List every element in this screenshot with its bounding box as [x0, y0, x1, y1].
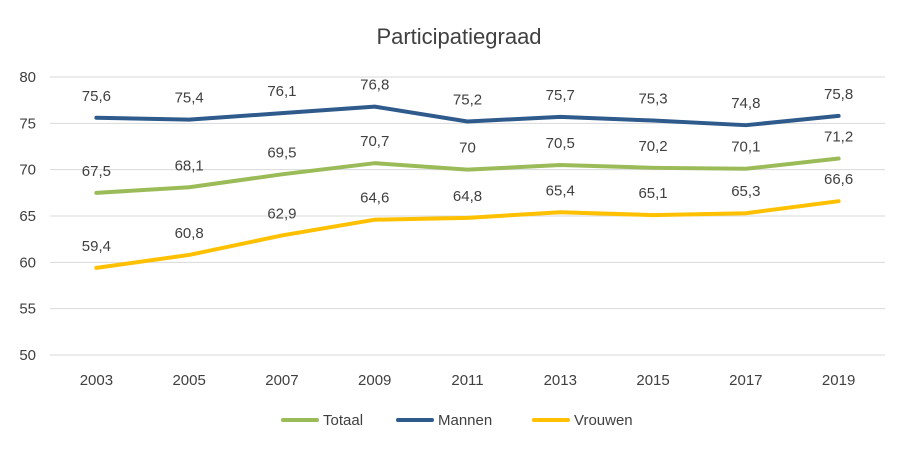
data-label: 70 — [459, 140, 476, 157]
data-label: 64,6 — [360, 190, 389, 207]
x-tick-label: 2011 — [451, 372, 483, 389]
x-tick-label: 2003 — [80, 372, 113, 389]
legend: Totaal Mannen Vrouwen — [281, 412, 633, 429]
series-line-totaal — [94, 156, 841, 195]
x-tick-label: 2005 — [172, 372, 205, 389]
data-label: 74,8 — [731, 95, 760, 112]
data-label: 59,4 — [82, 238, 111, 255]
y-tick-label: 55 — [19, 301, 36, 318]
legend-label: Vrouwen — [574, 412, 633, 429]
chart-title: Participatiegraad — [376, 24, 541, 49]
data-label: 75,2 — [453, 91, 482, 108]
data-label: 65,4 — [546, 182, 575, 199]
data-label: 75,6 — [82, 88, 111, 105]
y-tick-label: 60 — [19, 254, 36, 271]
data-label: 71,2 — [824, 129, 853, 146]
y-tick-label: 80 — [19, 69, 36, 86]
data-label: 60,8 — [175, 225, 204, 242]
x-tick-label: 2017 — [729, 372, 762, 389]
series-line-mannen — [94, 104, 841, 128]
data-label: 67,5 — [82, 163, 111, 180]
data-label: 68,1 — [175, 157, 204, 174]
data-label: 75,7 — [546, 87, 575, 104]
y-tick-label: 75 — [19, 115, 36, 132]
series-line-vrouwen — [94, 199, 841, 270]
data-label: 65,1 — [638, 185, 667, 202]
data-label: 66,6 — [824, 171, 853, 188]
legend-label: Totaal — [323, 412, 363, 429]
data-label: 76,1 — [267, 83, 296, 100]
x-tick-label: 2013 — [544, 372, 577, 389]
data-label: 75,3 — [638, 91, 667, 108]
data-label: 65,3 — [731, 183, 760, 200]
y-tick-label: 70 — [19, 162, 36, 179]
x-tick-label: 2007 — [265, 372, 298, 389]
data-label: 70,5 — [546, 135, 575, 152]
x-tick-label: 2019 — [822, 372, 855, 389]
series-lines — [94, 104, 841, 270]
data-label: 76,8 — [360, 77, 389, 94]
y-tick-label: 50 — [19, 347, 36, 364]
legend-label: Mannen — [438, 412, 492, 429]
y-tick-label: 65 — [19, 208, 36, 225]
data-label: 75,4 — [175, 90, 204, 107]
data-label: 69,5 — [267, 144, 296, 161]
x-axis-ticks: 2003 2005 2007 2009 2011 2013 2015 2017 2019 — [80, 372, 856, 389]
x-tick-label: 2009 — [358, 372, 391, 389]
data-label: 75,8 — [824, 86, 853, 103]
data-label: 64,8 — [453, 188, 482, 205]
data-label: 70,7 — [360, 133, 389, 150]
data-label: 70,2 — [638, 138, 667, 155]
data-label: 70,1 — [731, 139, 760, 156]
data-label: 62,9 — [267, 205, 296, 222]
x-tick-label: 2015 — [636, 372, 669, 389]
y-axis-ticks: 50 55 60 65 70 75 80 — [19, 69, 36, 364]
data-labels: 67,5 68,1 69,5 70,7 70 70,5 70,2 70,1 71,2 75,6 75… — [82, 77, 853, 255]
